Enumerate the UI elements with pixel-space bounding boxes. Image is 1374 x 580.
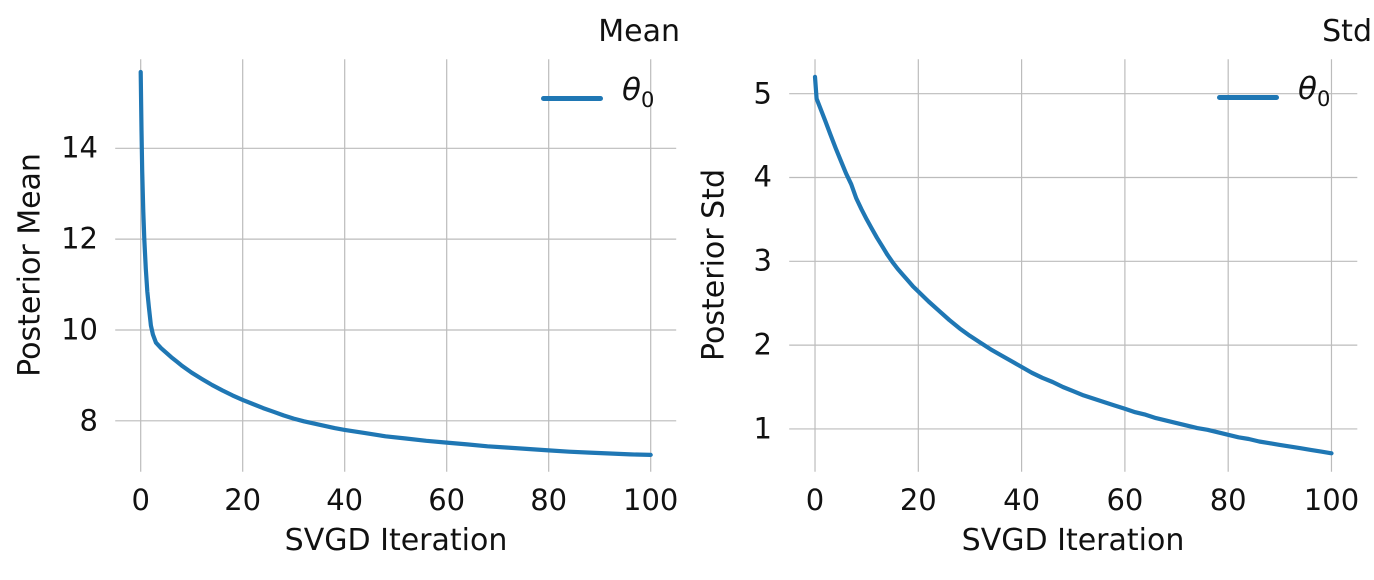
y-tick-label: 10 — [61, 312, 98, 347]
x-tick-label: 0 — [131, 483, 150, 517]
legend-label-theta0: θ0 — [1298, 71, 1330, 110]
legend-symbol: θ — [1298, 71, 1317, 107]
x-tick-label: 40 — [1003, 483, 1041, 517]
legend-subscript: 0 — [640, 88, 655, 113]
y-tick-label: 14 — [61, 130, 98, 165]
x-tick-label: 80 — [1209, 483, 1247, 517]
chart-title-std: Std — [1322, 14, 1372, 49]
y-tick-label: 8 — [79, 403, 98, 438]
legend-symbol: θ — [622, 72, 641, 108]
y-tick-label: 1 — [753, 411, 772, 446]
x-tick-label: 20 — [899, 483, 937, 517]
legend-label-theta0: θ0 — [622, 72, 654, 111]
y-tick-label: 2 — [753, 327, 772, 362]
x-axis-label-svgd-iteration: SVGD Iteration — [284, 523, 508, 558]
y-tick-label: 4 — [753, 159, 772, 194]
x-tick-label: 100 — [623, 483, 679, 517]
chart-title-mean: Mean — [598, 14, 680, 49]
y-tick-label: 12 — [61, 221, 98, 256]
x-tick-label: 0 — [805, 483, 825, 517]
legend-subscript: 0 — [1316, 87, 1331, 112]
legend-line-sample — [1217, 95, 1279, 100]
x-tick-label: 60 — [1106, 483, 1144, 517]
x-tick-label: 20 — [224, 483, 262, 517]
series-line-theta_0 — [812, 74, 1334, 456]
x-tick-label: 40 — [326, 483, 364, 517]
x-tick-label: 60 — [428, 483, 466, 517]
x-tick-label: 100 — [1303, 483, 1360, 517]
x-axis-label-svgd-iteration: SVGD Iteration — [961, 523, 1185, 558]
y-tick-label: 3 — [753, 243, 772, 278]
series-line-theta_0 — [138, 69, 653, 457]
legend-line-sample — [541, 96, 603, 101]
x-tick-label: 80 — [530, 483, 568, 517]
y-tick-label: 5 — [753, 76, 772, 111]
